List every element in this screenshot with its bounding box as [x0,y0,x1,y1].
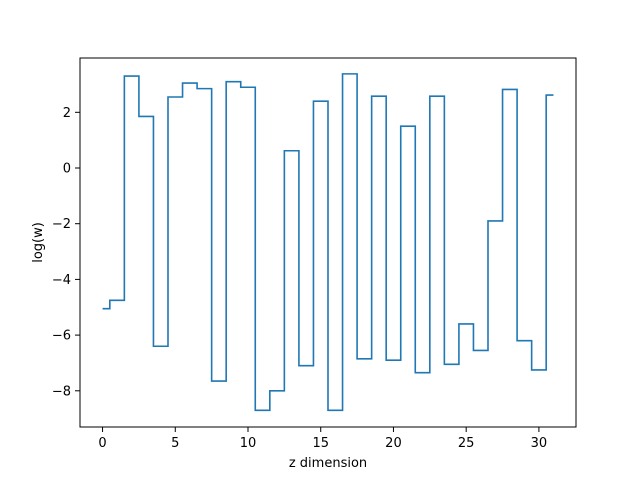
plot-frame [79,57,577,428]
x-tick-label: 5 [171,436,179,451]
series-line-0 [102,73,554,412]
y-axis-ticks: −8 −6 −4 −2 0 2 [52,106,80,399]
x-tick-label: 20 [385,436,402,451]
y-tick-label: −6 [52,329,71,344]
x-tick-label: 25 [458,436,475,451]
x-axis-ticks: 0 5 10 15 20 25 30 [98,427,547,451]
x-tick-label: 15 [312,436,329,451]
y-axis-label: log(w) [31,222,46,263]
x-axis-label: z dimension [289,456,367,471]
y-tick-label: −4 [52,273,71,288]
x-tick-label: 10 [240,436,257,451]
y-tick-label: 2 [63,106,71,121]
x-tick-label: 0 [98,436,106,451]
y-tick-label: −8 [52,384,71,399]
y-tick-label: 0 [63,162,71,177]
y-tick-label: −2 [52,217,71,232]
plot-layer [102,73,554,412]
x-tick-label: 30 [531,436,548,451]
